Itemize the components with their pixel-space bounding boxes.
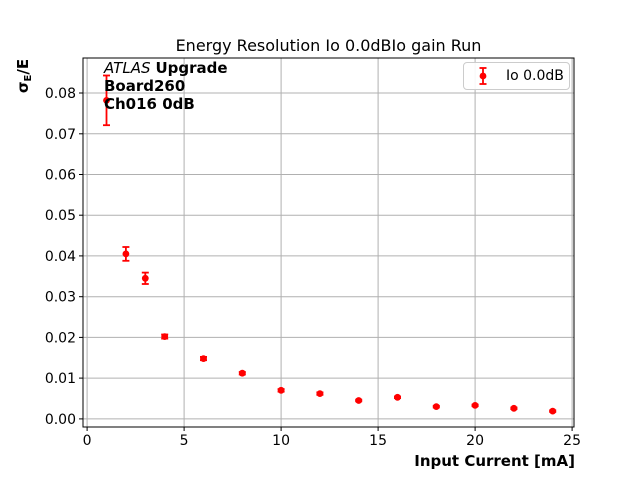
x-tick-label: 0: [83, 433, 92, 449]
y-tick-label: 0.00: [45, 412, 76, 428]
data-point: [355, 397, 363, 404]
data-point: [238, 369, 246, 377]
data-point: [394, 393, 401, 401]
data-point: [103, 97, 110, 104]
y-tick-label: 0.04: [45, 249, 76, 265]
x-tick-label: 20: [466, 433, 484, 449]
annotation-block: ATLAS Upgrade Board260 Ch016 0dB: [104, 59, 228, 113]
annotation-line-board: Board260: [104, 77, 186, 95]
plot-border: [82, 57, 575, 428]
ylabel-rest: /E: [14, 58, 32, 75]
axis-ticks-and-labels: 0 5 10 15 20 25 0.00 0.01 0.02 0.03 0.04 0.05 0.06 0.…: [45, 86, 581, 449]
annotation-upgrade: Upgrade: [155, 59, 228, 77]
chart-title: Energy Resolution Io 0.0dBIo gain Run: [175, 36, 482, 55]
gridlines: [83, 58, 574, 427]
ylabel-sigma: σ: [14, 81, 32, 94]
y-axis-label: σE/E: [14, 59, 34, 93]
y-tick-label: 0.02: [45, 330, 76, 346]
data-point: [471, 402, 479, 409]
errorbar-marker-icon: [479, 67, 487, 85]
data-point: [510, 404, 518, 412]
y-tick-label: 0.01: [45, 371, 76, 387]
annotation-atlas: ATLAS: [104, 59, 151, 77]
data-point: [200, 355, 207, 362]
x-tick-label: 25: [563, 433, 581, 449]
ylabel-subscript: E: [23, 74, 34, 82]
annotation-line-channel: Ch016 0dB: [104, 95, 195, 113]
y-tick-label: 0.05: [45, 208, 76, 224]
x-tick-label: 10: [272, 433, 290, 449]
data-point: [316, 390, 324, 397]
data-point: [122, 250, 130, 258]
y-tick-label: 0.08: [45, 86, 76, 102]
y-tick-label: 0.07: [45, 127, 76, 143]
legend: Io 0.0dB: [463, 62, 570, 90]
data-point: [277, 386, 285, 394]
data-point: [549, 407, 557, 415]
series-points: [103, 97, 557, 415]
x-axis-label: Input Current [mA]: [414, 452, 575, 470]
x-tick-label: 15: [369, 433, 387, 449]
x-tick-label: 5: [180, 433, 189, 449]
data-point: [432, 403, 440, 410]
series-errorbars: [103, 74, 557, 413]
y-tick-label: 0.03: [45, 290, 76, 306]
data-point: [161, 333, 169, 340]
y-tick-label: 0.06: [45, 168, 76, 184]
legend-label: Io 0.0dB: [506, 68, 564, 84]
annotation-line-atlas-upgrade: ATLAS Upgrade: [104, 59, 228, 77]
data-point: [141, 274, 149, 282]
